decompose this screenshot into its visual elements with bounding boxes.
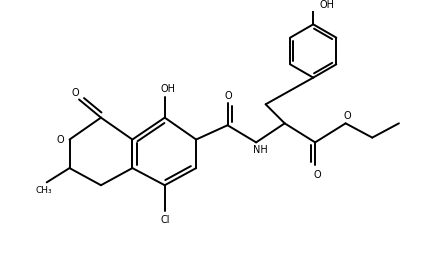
Text: O: O [225, 91, 232, 101]
Text: OH: OH [160, 84, 175, 94]
Text: CH₃: CH₃ [35, 187, 52, 195]
Text: O: O [313, 170, 321, 180]
Text: NH: NH [253, 145, 267, 155]
Text: O: O [56, 134, 64, 144]
Text: O: O [71, 88, 79, 98]
Text: O: O [344, 111, 351, 121]
Text: OH: OH [319, 0, 334, 10]
Text: Cl: Cl [161, 215, 170, 225]
